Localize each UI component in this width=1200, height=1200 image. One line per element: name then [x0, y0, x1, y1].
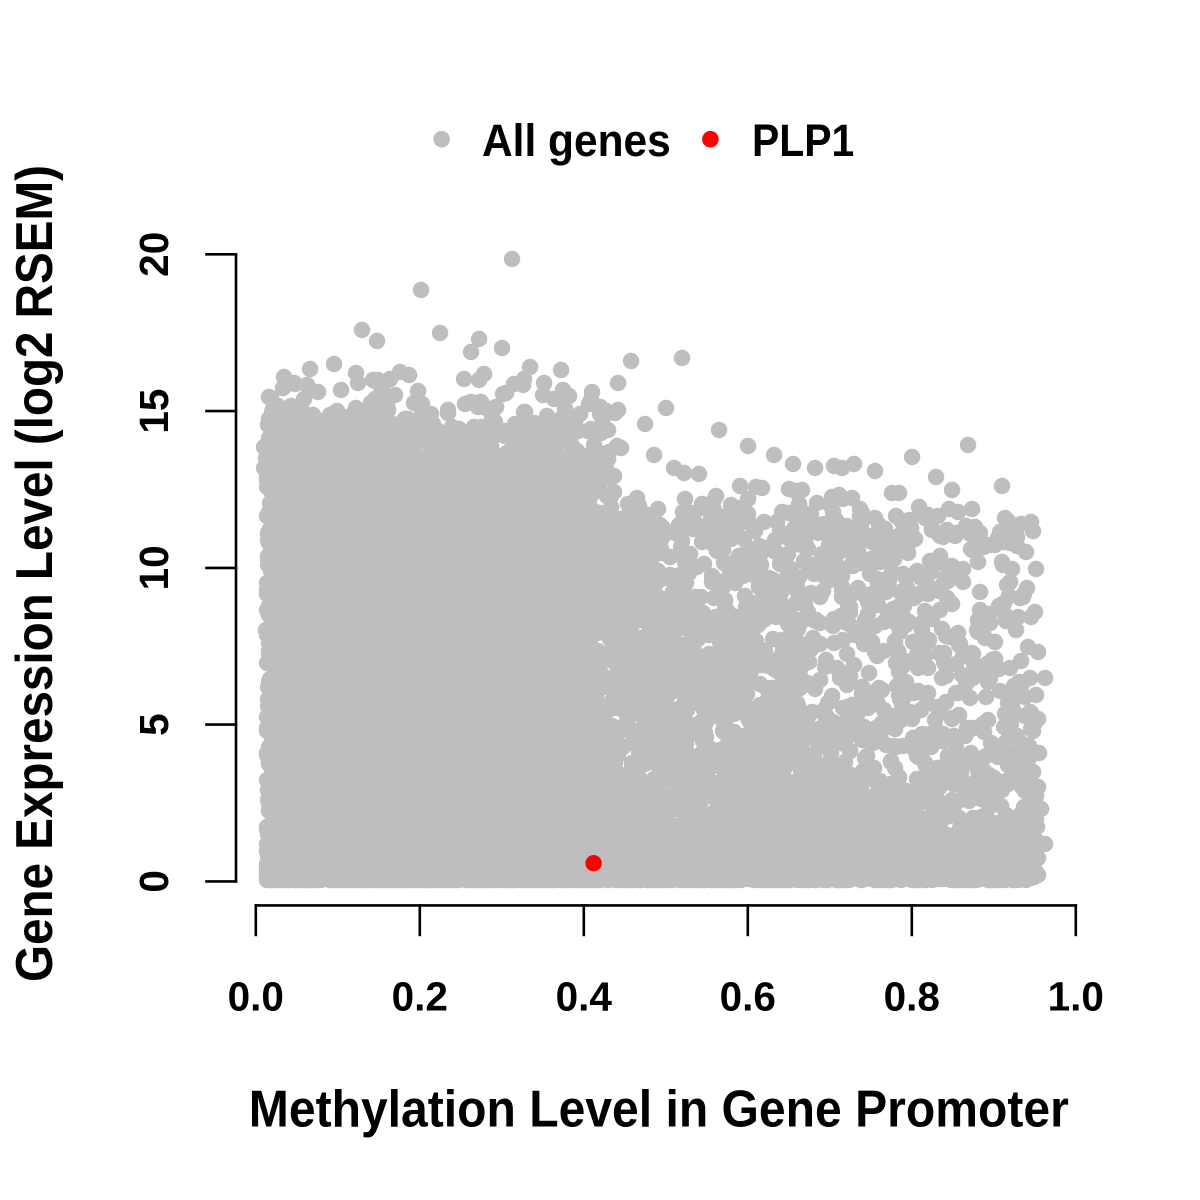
svg-text:0: 0: [131, 870, 177, 893]
svg-text:5: 5: [131, 713, 177, 736]
svg-text:0.0: 0.0: [228, 973, 284, 1019]
svg-text:0.2: 0.2: [392, 973, 448, 1019]
svg-text:PLP1: PLP1: [752, 115, 854, 166]
svg-text:20: 20: [131, 232, 177, 277]
svg-text:15: 15: [131, 389, 177, 434]
svg-text:0.8: 0.8: [884, 973, 940, 1019]
svg-text:1.0: 1.0: [1048, 973, 1104, 1019]
svg-text:Methylation Level in Gene Prom: Methylation Level in Gene Promoter: [249, 1081, 1069, 1139]
svg-text:Gene Expression Level (log2 RS: Gene Expression Level (log2 RSEM): [6, 165, 64, 982]
svg-text:10: 10: [131, 545, 177, 590]
svg-text:0.4: 0.4: [556, 973, 613, 1019]
svg-text:All genes: All genes: [482, 115, 671, 166]
svg-text:0.6: 0.6: [720, 973, 776, 1019]
